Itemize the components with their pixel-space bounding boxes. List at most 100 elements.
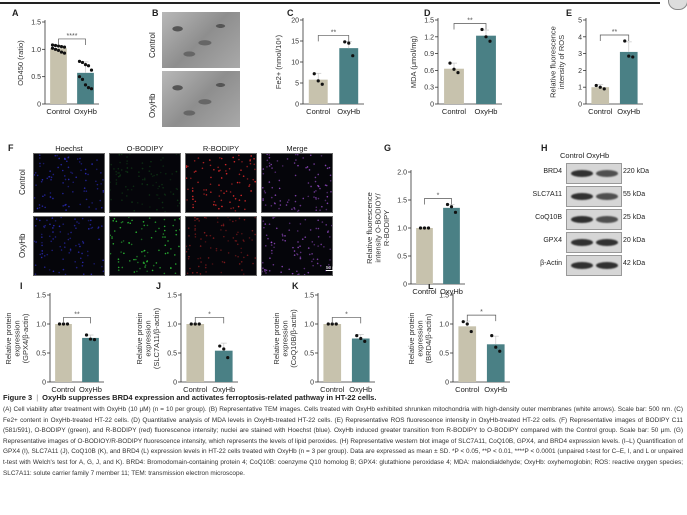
y-tick-label: 0 <box>445 380 449 387</box>
cell-dot <box>52 231 54 233</box>
significance-bracket <box>466 314 497 322</box>
blot-kda-label: 220 kDa <box>623 168 650 175</box>
cell-dot <box>82 242 85 244</box>
data-point <box>418 226 423 230</box>
y-axis-label: expression <box>13 320 22 356</box>
cell-dot <box>271 252 273 255</box>
significance-label: ** <box>467 18 473 25</box>
y-tick-label: 0 <box>173 380 177 387</box>
cell-dot <box>38 204 41 206</box>
cell-dot <box>194 229 196 231</box>
cell-dot <box>102 179 104 181</box>
cell-dot <box>315 227 318 230</box>
cell-dot <box>250 190 252 192</box>
cell-dot <box>271 249 273 252</box>
cell-dot <box>74 260 76 263</box>
cell-dot <box>80 162 83 165</box>
blot-kda-label: 55 kDa <box>623 191 646 198</box>
y-tick-label: 0 <box>42 380 46 387</box>
cell-dot <box>74 218 76 220</box>
cell-dot <box>64 204 66 206</box>
cell-dot <box>303 267 306 270</box>
cell-dot <box>232 220 234 223</box>
cell-dot <box>90 273 93 275</box>
cell-dot <box>151 269 154 272</box>
cell-dot <box>207 257 210 259</box>
cell-dot <box>143 178 146 181</box>
cell-dot <box>95 168 98 171</box>
cell-dot <box>62 182 64 184</box>
cell-dot <box>189 244 191 247</box>
cell-dot <box>186 245 188 248</box>
cell-dot <box>51 217 54 219</box>
data-point <box>452 67 456 71</box>
cell-dot <box>50 240 53 243</box>
cell-dot <box>254 180 256 183</box>
cell-dot <box>321 221 324 223</box>
cell-dot <box>227 240 229 242</box>
data-point <box>627 54 631 58</box>
significance-bracket <box>58 38 86 45</box>
cell-dot <box>69 249 72 252</box>
y-tick-label: 0.5 <box>31 74 41 81</box>
cell-dot <box>68 252 71 254</box>
cell-dot <box>73 224 76 227</box>
cell-dot <box>264 245 267 247</box>
chart-a: 0 0.5 1.0 1.5 OD450 (ratio) Control OxyHb **** <box>0 10 105 122</box>
blot-kda-label: 42 kDa <box>623 260 646 267</box>
cell-dot <box>36 207 39 210</box>
cell-dot <box>78 222 80 225</box>
cell-dot <box>128 260 131 262</box>
cell-dot <box>178 245 180 248</box>
cell-dot <box>78 243 80 246</box>
data-point <box>89 87 94 91</box>
figure-title: OxyHb suppresses BRD4 expression and act… <box>42 393 377 402</box>
cell-dot <box>112 242 115 245</box>
chart-g: 0 0.5 1.0 1.5 2.0 Relative fluorescence intens… <box>366 160 471 302</box>
cell-dot <box>113 217 116 220</box>
data-point <box>61 322 66 326</box>
cell-dot <box>222 223 225 226</box>
cell-dot <box>110 198 112 201</box>
y-axis-label: MDA (μmol/mg) <box>409 35 418 88</box>
chart-c: 0 5 10 15 20 Fe2+ (nmol/10⁶) Control OxyHb ** <box>258 8 370 122</box>
y-axis-label: intensity O-BODIOY/ <box>374 192 383 262</box>
cell-dot <box>42 195 44 198</box>
x-tick-label: OxyHb <box>79 385 102 394</box>
cell-dot <box>128 242 130 244</box>
cell-dot <box>191 272 194 274</box>
cell-dot <box>274 171 277 173</box>
cell-dot <box>278 187 281 190</box>
cell-dot <box>269 257 271 260</box>
chart-d: 0 0.3 0.6 0.9 1.2 1.5 MDA (μmol/mg) Control OxyH… <box>393 8 508 122</box>
blot-band <box>571 216 593 223</box>
data-point <box>449 205 454 209</box>
bar-control <box>591 87 610 104</box>
cell-dot <box>133 271 136 273</box>
cell-dot <box>220 224 223 227</box>
cell-dot <box>115 220 118 223</box>
cell-dot <box>325 184 328 187</box>
cell-dot <box>146 270 148 273</box>
cell-dot <box>85 198 88 201</box>
cell-dot <box>320 155 323 157</box>
cell-dot <box>122 240 125 242</box>
cell-dot <box>82 273 85 275</box>
cell-dot <box>138 175 140 178</box>
cell-dot <box>202 161 205 164</box>
cell-dot <box>130 188 133 191</box>
cell-dot <box>85 179 87 182</box>
cell-dot <box>144 255 146 257</box>
blot-band <box>571 239 593 246</box>
cell-dot <box>203 231 206 234</box>
cell-dot <box>132 185 135 188</box>
cell-dot <box>136 270 138 273</box>
cell-dot <box>281 265 284 268</box>
cell-dot <box>159 171 162 174</box>
cell-dot <box>327 230 330 232</box>
cell-dot <box>209 164 212 167</box>
cell-dot <box>96 159 98 161</box>
y-tick-label: 0.5 <box>167 351 177 358</box>
cell-dot <box>294 200 297 203</box>
